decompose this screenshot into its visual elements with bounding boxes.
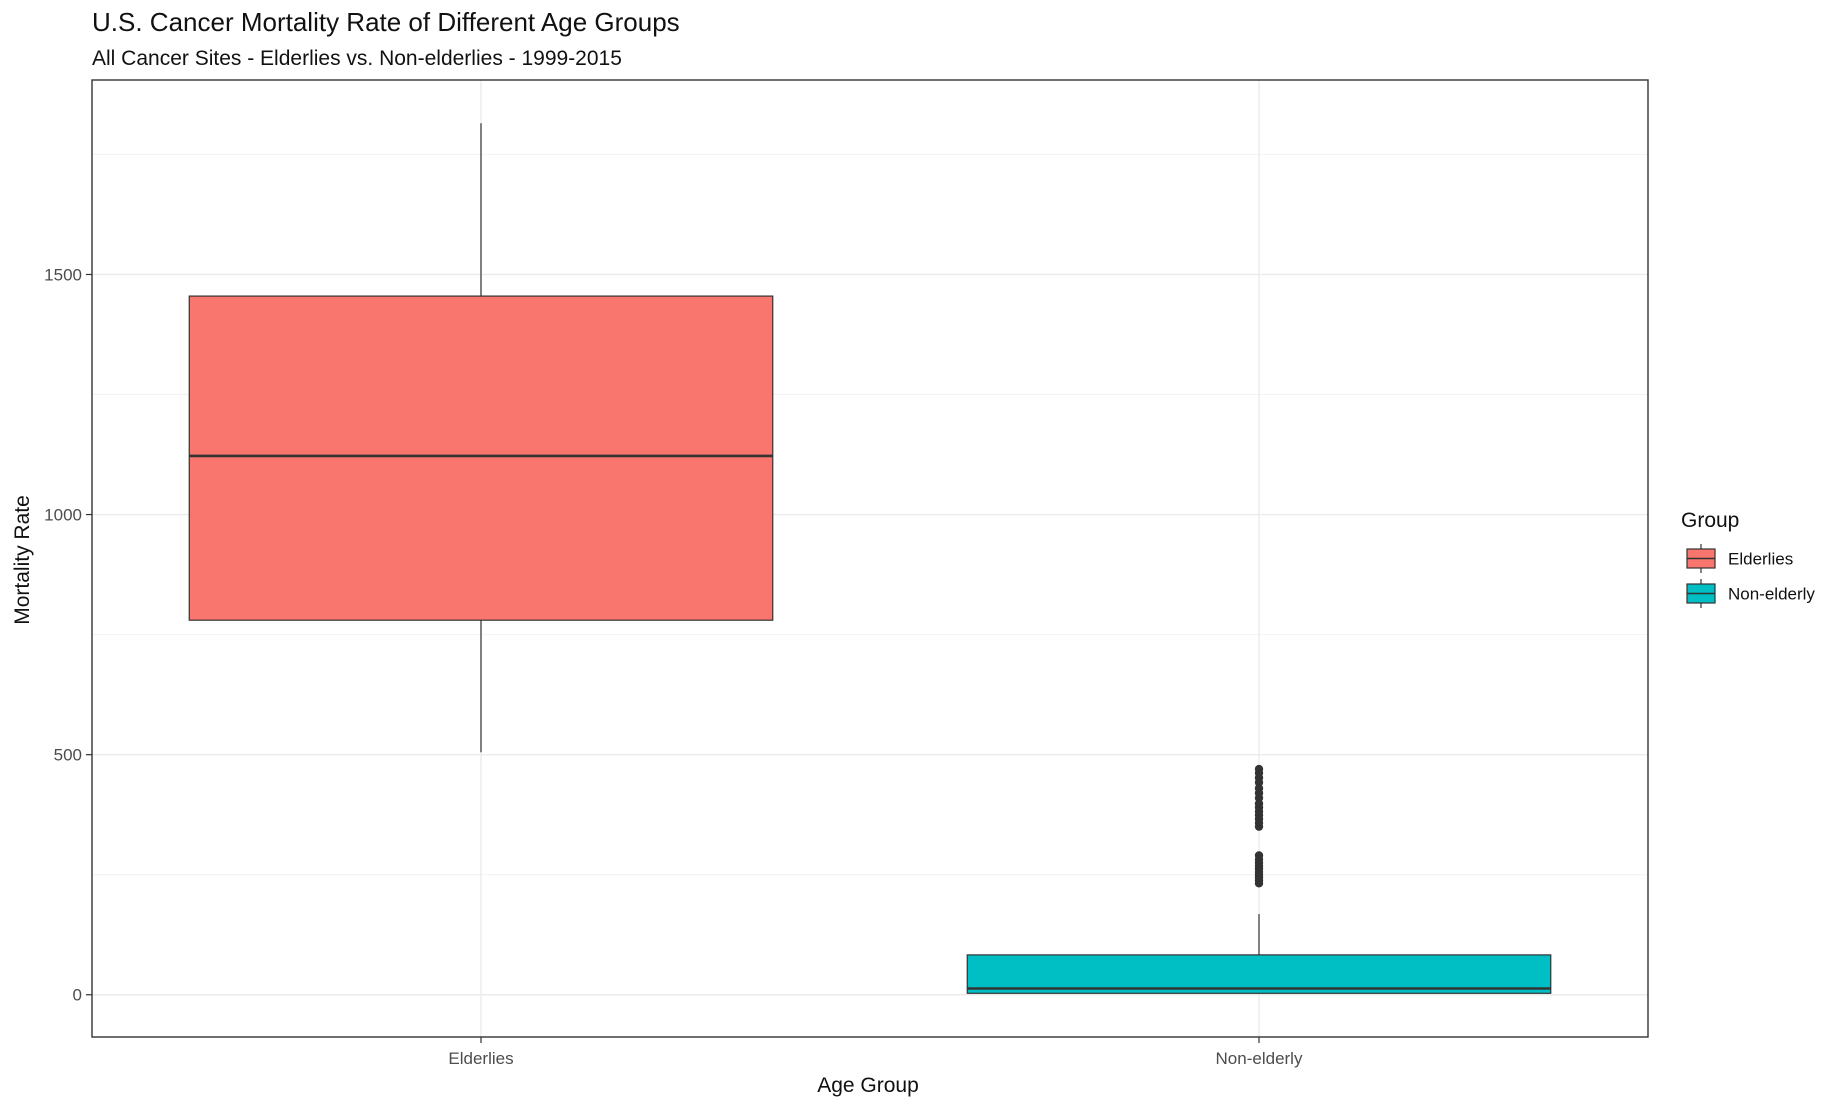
legend-item-elderlies: Elderlies xyxy=(1686,544,1793,573)
y-tick-label: 500 xyxy=(54,746,82,765)
outlier-point xyxy=(1254,799,1264,808)
plot-panel xyxy=(91,79,1649,1038)
outlier-point xyxy=(1254,784,1264,793)
boxplot-non-elderly xyxy=(966,764,1552,994)
y-tick-label: 1000 xyxy=(44,506,82,525)
chart-subtitle: All Cancer Sites - Elderlies vs. Non-eld… xyxy=(92,47,622,70)
legend-label: Non-elderly xyxy=(1728,585,1815,604)
x-axis: Elderlies Non-elderly xyxy=(448,1037,1303,1068)
box xyxy=(966,954,1552,994)
chart-title: U.S. Cancer Mortality Rate of Different … xyxy=(92,7,680,37)
legend-item-non-elderly: Non-elderly xyxy=(1686,579,1815,608)
x-tick-label: Non-elderly xyxy=(1216,1049,1303,1068)
legend: Group Elderlies Non-elderly xyxy=(1681,509,1815,608)
x-tick-label: Elderlies xyxy=(448,1049,513,1068)
legend-title: Group xyxy=(1681,509,1739,532)
boxplot-elderlies xyxy=(188,123,774,753)
y-tick-label: 0 xyxy=(73,986,82,1005)
y-axis: 0 500 1000 1500 xyxy=(44,265,92,1005)
outlier-point xyxy=(1254,851,1264,860)
y-axis-title: Mortality Rate xyxy=(11,495,34,625)
box xyxy=(188,295,774,621)
panel-border xyxy=(91,79,1649,1038)
x-axis-title: Age Group xyxy=(817,1074,919,1097)
y-tick-label: 1500 xyxy=(44,265,82,284)
boxplots xyxy=(188,123,1552,994)
legend-label: Elderlies xyxy=(1728,550,1793,569)
outlier-point xyxy=(1254,764,1264,774)
